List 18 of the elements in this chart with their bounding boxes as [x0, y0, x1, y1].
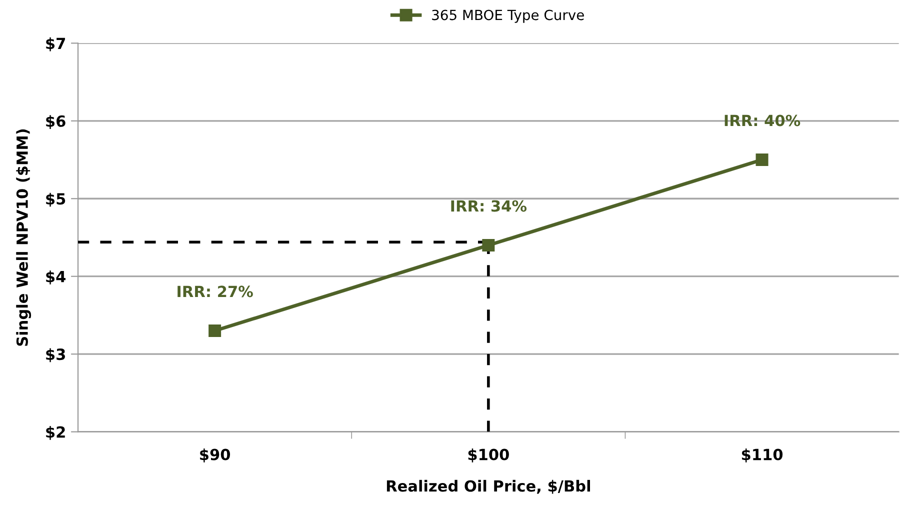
annotation: IRR: 40%: [724, 114, 800, 126]
y-tick-label: $2: [46, 426, 65, 440]
point: [756, 154, 768, 166]
y-tick-label: $7: [46, 37, 65, 52]
x-tick-label: $90: [200, 448, 230, 462]
y-tick-label: $3: [46, 348, 65, 362]
y-tick-label: $4: [46, 270, 66, 284]
x-axis-title: Realized Oil Price, $/Bbl: [386, 480, 590, 494]
y-axis-title: Single Well NPV10 ($MM): [16, 129, 32, 346]
y-tick-label: $6: [46, 115, 66, 129]
y-tick-label: $5: [46, 192, 66, 207]
annotation: IRR: 34%: [451, 200, 527, 212]
annotation: IRR: 27%: [178, 286, 253, 298]
point: [482, 239, 495, 252]
x-tick-label: $100: [468, 448, 509, 462]
legend-label: 365 MBOE Type Curve: [432, 10, 584, 23]
x-tick-label: $110: [742, 448, 783, 462]
point: [208, 324, 222, 338]
